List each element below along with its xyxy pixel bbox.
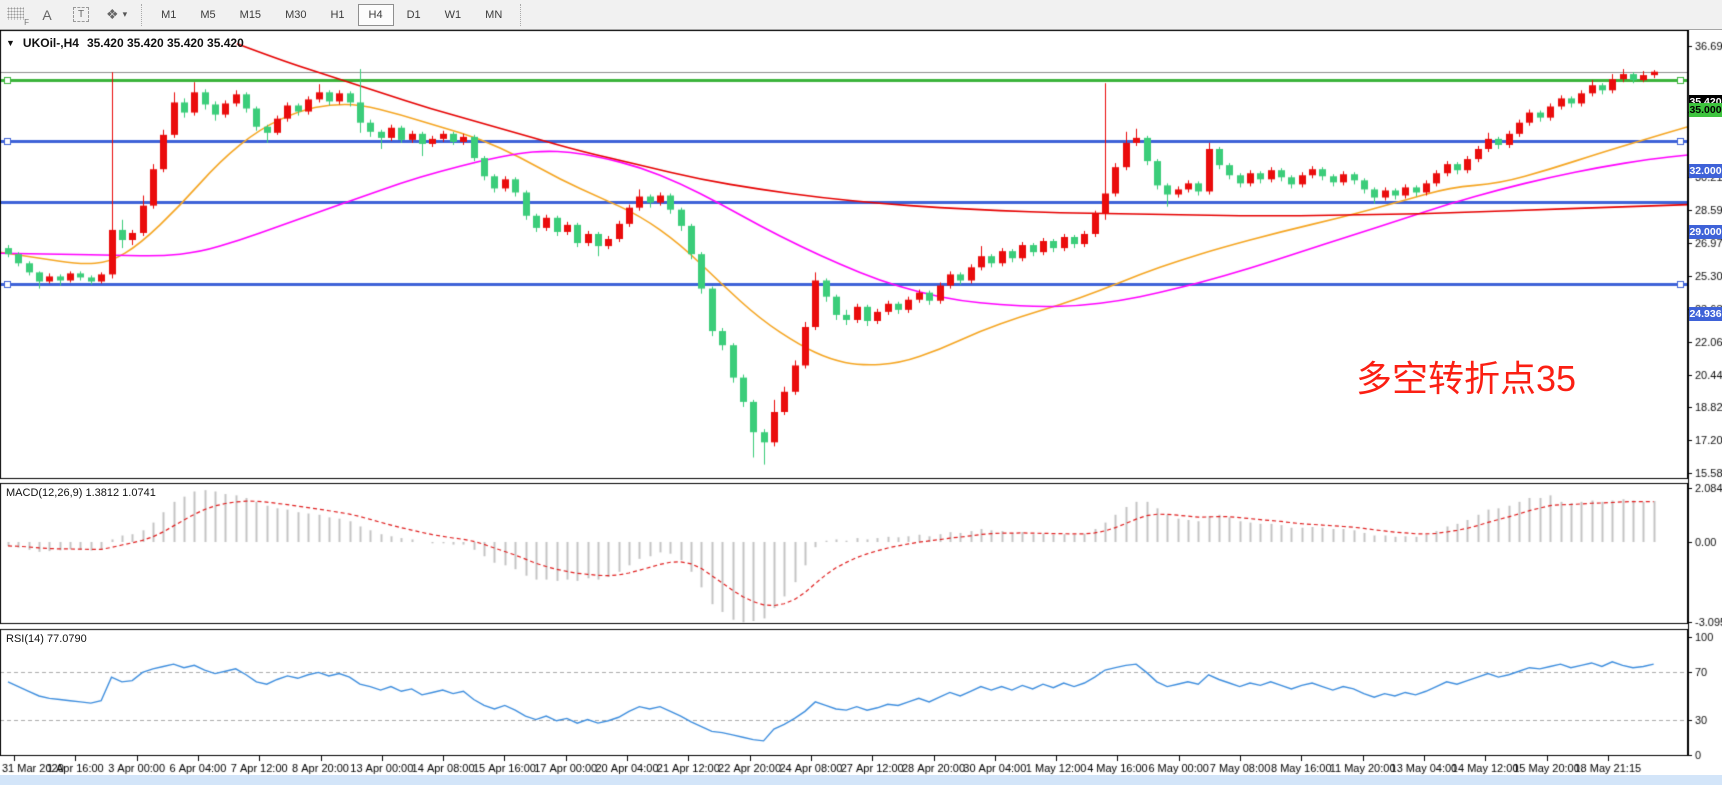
collapse-triangle-icon[interactable]: ▼: [6, 38, 15, 48]
ohlc-quote: 35.420 35.420 35.420 35.420: [86, 36, 244, 50]
text-label-tool-button[interactable]: A: [34, 3, 60, 27]
timeframe-button-h4[interactable]: H4: [357, 3, 394, 26]
diamond-cursor-icon: ❖: [106, 6, 119, 22]
chart-canvas[interactable]: [0, 30, 1722, 775]
timeframe-button-m5[interactable]: M5: [189, 4, 226, 26]
timeframe-button-m1[interactable]: M1: [150, 4, 187, 26]
toolbar-separator: [141, 3, 143, 26]
letter-a-icon: A: [42, 6, 52, 23]
timeframe-buttons: M1 M5 M15 M30 H1 H4 D1 W1 MN: [149, 3, 514, 26]
timeframe-button-mn[interactable]: MN: [474, 4, 513, 26]
window-bottom-strip: [0, 775, 1722, 785]
macd-indicator-label: MACD(12,26,9) 1.3812 1.0741: [6, 487, 156, 499]
grid-dots-icon: [7, 6, 24, 20]
dropdown-caret-icon: ▾: [122, 9, 128, 19]
timeframe-button-w1[interactable]: W1: [434, 4, 473, 26]
price-tag-level-support: 24.936: [1689, 306, 1722, 321]
symbol-title: UKOil-,H4: [22, 36, 79, 50]
handle-f-label: F: [24, 17, 29, 27]
timeframe-button-d1[interactable]: D1: [396, 4, 432, 26]
toolbar-separator: [520, 3, 522, 26]
text-tool-button[interactable]: T: [68, 3, 94, 27]
letter-t-icon: T: [72, 7, 90, 22]
price-tag-level-32: 32.000: [1689, 163, 1722, 178]
timeframe-button-m30[interactable]: M30: [274, 4, 317, 26]
chart-area: ▼ UKOil-,H4 35.420 35.420 35.420 35.420 …: [0, 30, 1722, 775]
price-tag-level-29: 29.000: [1689, 224, 1722, 239]
chart-header: ▼ UKOil-,H4 35.420 35.420 35.420 35.420: [6, 36, 244, 50]
timeframe-button-m15[interactable]: M15: [229, 4, 272, 26]
text-annotation[interactable]: 多空转折点35: [1356, 358, 1577, 399]
timeframe-button-h1[interactable]: H1: [319, 4, 355, 26]
cursor-style-button[interactable]: ❖ ▾: [102, 3, 131, 27]
price-tag-level-green: 35.000: [1689, 103, 1722, 118]
toolbar-drag-handle[interactable]: F: [4, 5, 30, 27]
toolbar: F A T ❖ ▾ M1 M5 M15 M30 H1 H4 D1 W1 MN: [0, 0, 1722, 30]
rsi-indicator-label: RSI(14) 77.0790: [6, 633, 87, 645]
